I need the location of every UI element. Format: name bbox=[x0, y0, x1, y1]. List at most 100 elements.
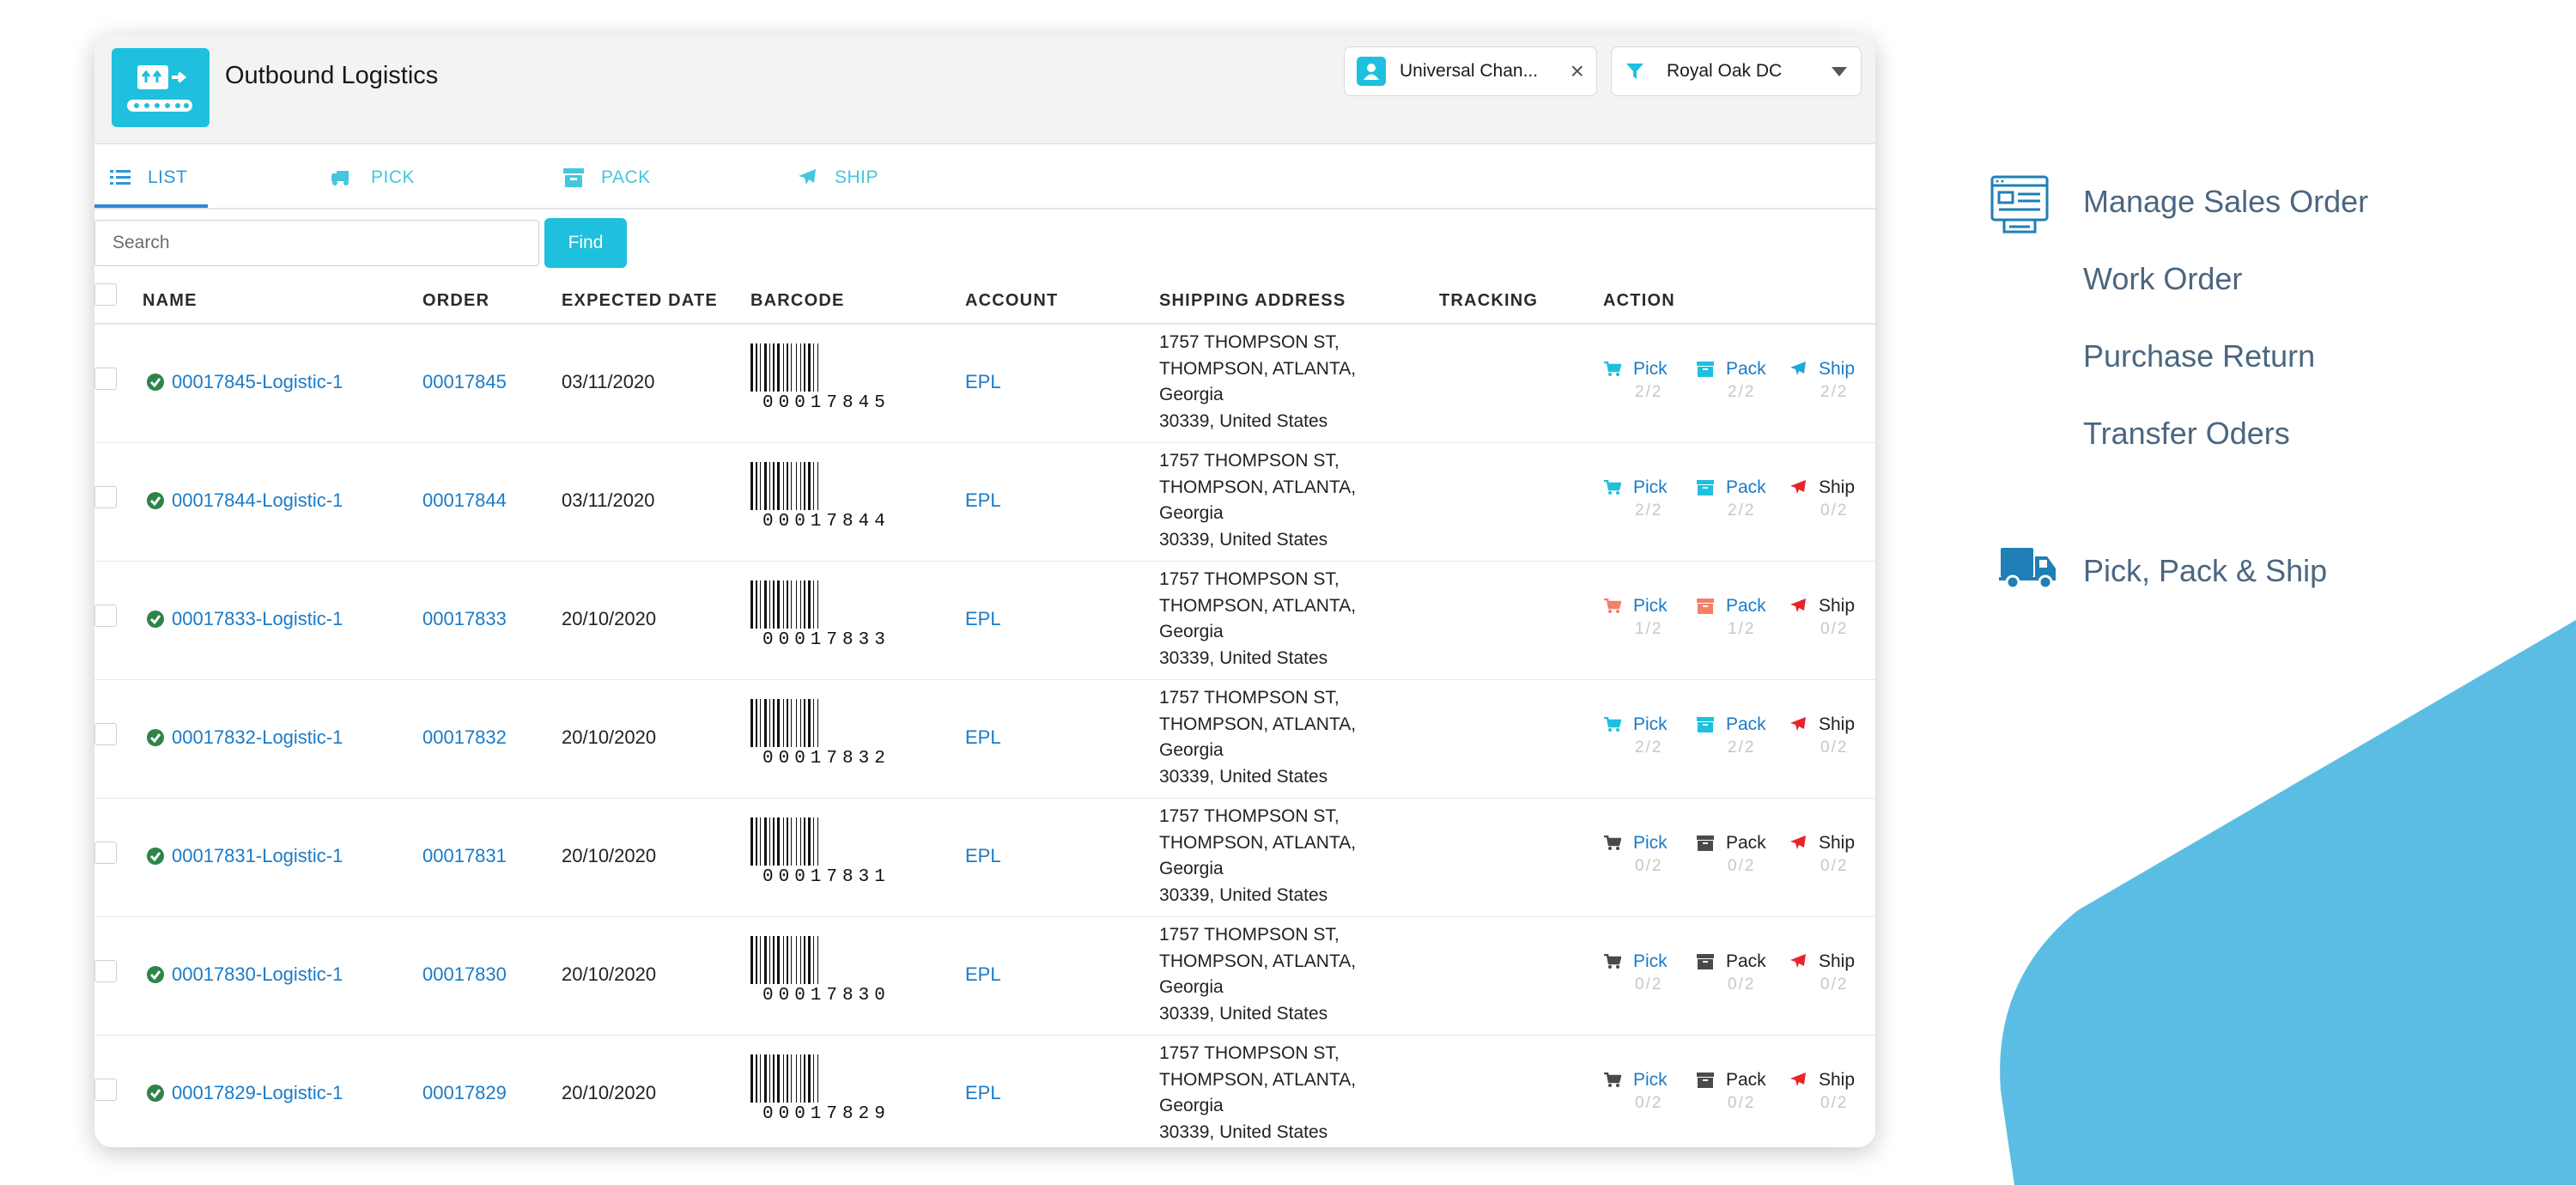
address-line: 30339, United States bbox=[1159, 1003, 1328, 1024]
logistic-name-cell: 00017832-Logistic-1 bbox=[146, 726, 343, 749]
pack-count: 2/2 bbox=[1728, 501, 1756, 520]
expected-date: 03/11/2020 bbox=[562, 489, 655, 511]
logistic-name-cell: 00017833-Logistic-1 bbox=[146, 608, 343, 630]
pack-action[interactable]: Pack 2/2 bbox=[1697, 477, 1791, 520]
order-link[interactable]: 00017844 bbox=[422, 489, 507, 511]
address-line: 30339, United States bbox=[1159, 410, 1328, 431]
pick-action[interactable]: Pick 2/2 bbox=[1604, 714, 1698, 757]
tab-pick[interactable]: PICK bbox=[331, 146, 415, 210]
box-icon bbox=[1697, 362, 1714, 377]
ship-action[interactable]: Ship 0/2 bbox=[1789, 714, 1875, 757]
ship-action[interactable]: Ship 0/2 bbox=[1789, 596, 1875, 639]
column-header-order[interactable]: ORDER bbox=[422, 290, 490, 310]
shipping-address: 1757 THOMPSON ST, THOMPSON, ATLANTA, Georg… bbox=[1159, 567, 1356, 672]
order-link[interactable]: 00017829 bbox=[422, 1082, 507, 1103]
order-link[interactable]: 00017833 bbox=[422, 608, 507, 629]
tab-bar: LIST PICK PACK SHIP bbox=[94, 146, 1875, 210]
order-link[interactable]: 00017832 bbox=[422, 726, 507, 748]
account-link[interactable]: EPL bbox=[965, 726, 1001, 748]
tab-list[interactable]: LIST bbox=[110, 146, 187, 210]
pack-action[interactable]: Pack 0/2 bbox=[1697, 833, 1791, 876]
barcode: 00017831 bbox=[750, 817, 885, 887]
menu-item-work-order[interactable]: Work Order bbox=[2083, 261, 2243, 296]
check-circle-icon bbox=[147, 374, 164, 391]
pack-action[interactable]: Pack 0/2 bbox=[1697, 1070, 1791, 1113]
column-header-tracking[interactable]: TRACKING bbox=[1439, 290, 1539, 310]
row-checkbox[interactable] bbox=[94, 842, 117, 864]
account-link[interactable]: EPL bbox=[965, 963, 1001, 985]
pick-action[interactable]: Pick 0/2 bbox=[1604, 951, 1698, 994]
row-checkbox[interactable] bbox=[94, 368, 117, 390]
logistic-name-link[interactable]: 00017829-Logistic-1 bbox=[172, 1082, 343, 1103]
menu-item-manage-sales-order[interactable]: Manage Sales Order bbox=[2083, 184, 2369, 219]
pick-action[interactable]: Pick 2/2 bbox=[1604, 359, 1698, 402]
plane-icon bbox=[1790, 836, 1806, 849]
column-header-shipping-address[interactable]: SHIPPING ADDRESS bbox=[1159, 290, 1346, 310]
ship-action[interactable]: Ship 0/2 bbox=[1789, 477, 1875, 520]
address-line: Georgia bbox=[1159, 977, 1224, 997]
pack-action-label: Pack bbox=[1726, 951, 1766, 971]
search-input[interactable] bbox=[94, 220, 539, 266]
pack-action[interactable]: Pack 2/2 bbox=[1697, 714, 1791, 757]
menu-item-purchase-return[interactable]: Purchase Return bbox=[2083, 338, 2316, 374]
pack-action[interactable]: Pack 1/2 bbox=[1697, 596, 1791, 639]
menu-item-transfer-orders[interactable]: Transfer Oders bbox=[2083, 416, 2290, 451]
row-checkbox[interactable] bbox=[94, 486, 117, 508]
pack-action-label: Pack bbox=[1726, 714, 1766, 734]
logistic-name-link[interactable]: 00017833-Logistic-1 bbox=[172, 608, 343, 629]
pick-action[interactable]: Pick 0/2 bbox=[1604, 1070, 1698, 1113]
pack-action[interactable]: Pack 0/2 bbox=[1697, 951, 1791, 994]
menu-item-pick-pack-ship[interactable]: Pick, Pack & Ship bbox=[2083, 553, 2328, 588]
row-checkbox[interactable] bbox=[94, 960, 117, 982]
pack-count: 2/2 bbox=[1728, 738, 1756, 757]
logistic-name-link[interactable]: 00017845-Logistic-1 bbox=[172, 371, 343, 392]
logistic-name-cell: 00017830-Logistic-1 bbox=[146, 963, 343, 986]
tab-ship[interactable]: SHIP bbox=[797, 146, 878, 210]
logistic-name-link[interactable]: 00017844-Logistic-1 bbox=[172, 489, 343, 511]
order-link[interactable]: 00017831 bbox=[422, 845, 507, 866]
account-link[interactable]: EPL bbox=[965, 1082, 1001, 1103]
pick-action[interactable]: Pick 2/2 bbox=[1604, 477, 1698, 520]
owner-filter-pill[interactable]: Universal Chan... × bbox=[1344, 46, 1597, 96]
column-header-account[interactable]: ACCOUNT bbox=[965, 290, 1059, 310]
account-link[interactable]: EPL bbox=[965, 489, 1001, 511]
column-header-name[interactable]: NAME bbox=[143, 290, 197, 310]
plane-icon bbox=[1790, 1073, 1806, 1086]
cart-icon bbox=[1604, 362, 1621, 376]
logistic-name-link[interactable]: 00017830-Logistic-1 bbox=[172, 963, 343, 985]
column-header-action[interactable]: ACTION bbox=[1603, 290, 1675, 310]
tab-pack[interactable]: PACK bbox=[563, 146, 651, 210]
table-row: 00017832-Logistic-1 00017832 20/10/2020 000… bbox=[94, 680, 1875, 799]
select-all-checkbox[interactable] bbox=[94, 283, 117, 306]
row-checkbox[interactable] bbox=[94, 723, 117, 745]
close-icon[interactable]: × bbox=[1570, 58, 1584, 84]
logistic-name-cell: 00017844-Logistic-1 bbox=[146, 489, 343, 512]
row-checkbox[interactable] bbox=[94, 605, 117, 627]
account-link[interactable]: EPL bbox=[965, 608, 1001, 629]
order-link[interactable]: 00017845 bbox=[422, 371, 507, 392]
row-checkbox[interactable] bbox=[94, 1079, 117, 1101]
pick-action[interactable]: Pick 0/2 bbox=[1604, 833, 1698, 876]
column-header-expected-date[interactable]: EXPECTED DATE bbox=[562, 290, 718, 310]
column-header-barcode[interactable]: BARCODE bbox=[750, 290, 845, 310]
warehouse-select[interactable]: Royal Oak DC bbox=[1611, 46, 1862, 96]
account-link[interactable]: EPL bbox=[965, 845, 1001, 866]
logistic-name-link[interactable]: 00017832-Logistic-1 bbox=[172, 726, 343, 748]
shipping-address: 1757 THOMPSON ST, THOMPSON, ATLANTA, Georg… bbox=[1159, 448, 1356, 553]
pick-action[interactable]: Pick 1/2 bbox=[1604, 596, 1698, 639]
find-button[interactable]: Find bbox=[544, 218, 627, 268]
ship-action[interactable]: Ship 0/2 bbox=[1789, 951, 1875, 994]
pick-action-label: Pick bbox=[1633, 596, 1668, 616]
table-row: 00017833-Logistic-1 00017833 20/10/2020 000… bbox=[94, 562, 1875, 680]
barcode-digits: 00017829 bbox=[762, 1104, 890, 1124]
cart-icon bbox=[1604, 480, 1621, 495]
address-line: 1757 THOMPSON ST, bbox=[1159, 451, 1340, 471]
account-link[interactable]: EPL bbox=[965, 371, 1001, 392]
pack-action[interactable]: Pack 2/2 bbox=[1697, 359, 1791, 402]
ship-action[interactable]: Ship 0/2 bbox=[1789, 833, 1875, 876]
ship-action[interactable]: Ship 2/2 bbox=[1789, 359, 1875, 402]
order-link[interactable]: 00017830 bbox=[422, 963, 507, 985]
logistic-name-link[interactable]: 00017831-Logistic-1 bbox=[172, 845, 343, 866]
ship-action[interactable]: Ship 0/2 bbox=[1789, 1070, 1875, 1113]
table-header: NAME ORDER EXPECTED DATE BARCODE ACCOUNT… bbox=[94, 276, 1875, 325]
